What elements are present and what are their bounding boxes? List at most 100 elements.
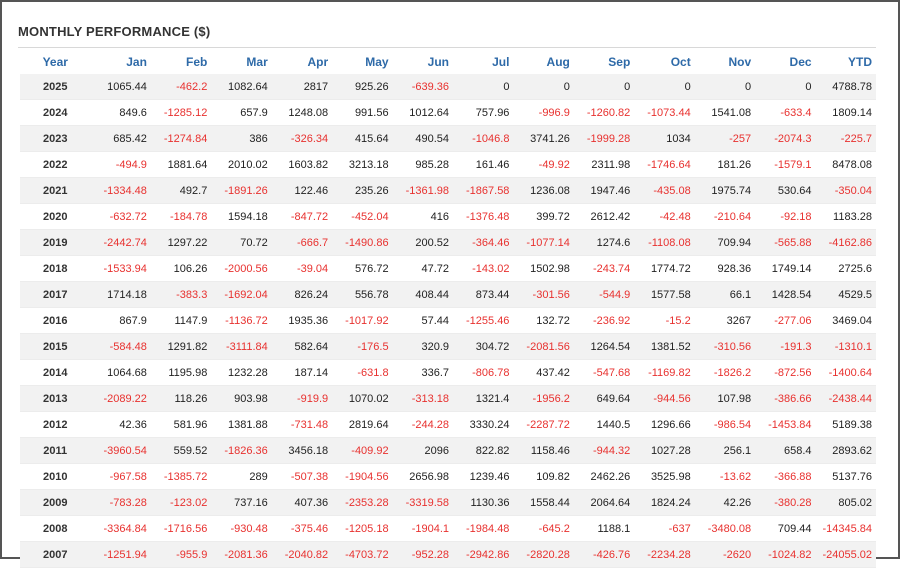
year-cell: 2010 [20, 463, 91, 490]
ytd-cell: 805.02 [815, 489, 876, 516]
value-cell: 1291.82 [150, 333, 212, 360]
value-cell: -1136.72 [211, 307, 272, 334]
value-cell: 2462.26 [573, 463, 635, 490]
value-cell: 1130.36 [453, 489, 514, 516]
value-cell: 2817 [271, 74, 333, 100]
value-cell: 1070.02 [332, 385, 393, 412]
value-cell: -955.9 [150, 541, 212, 568]
value-cell: -1692.04 [211, 281, 272, 308]
value-cell: 985.28 [392, 151, 454, 178]
value-cell: -143.02 [453, 255, 514, 282]
value-cell: -243.74 [573, 255, 635, 282]
value-cell: 256.1 [694, 437, 756, 464]
table-row: 2015 -584.48 1291.82 -3111.84 582.64 -176.5 32… [20, 333, 876, 360]
ytd-cell: 2725.6 [815, 255, 876, 282]
table-row: 2024 849.6 -1285.12 657.9 1248.08 991.56 1012.… [20, 99, 876, 126]
value-cell: 1147.9 [150, 307, 212, 334]
value-cell: -1385.72 [150, 463, 212, 490]
value-cell: -236.92 [573, 307, 635, 334]
value-cell: 1774.72 [634, 255, 695, 282]
value-cell: 0 [573, 74, 635, 100]
value-cell: -310.56 [694, 333, 756, 360]
value-cell: -944.32 [573, 437, 635, 464]
year-cell: 2012 [20, 411, 91, 438]
ytd-cell: 5137.76 [815, 463, 876, 490]
value-cell: 1232.28 [211, 359, 272, 386]
ytd-cell: 1183.28 [815, 203, 876, 230]
value-cell: 122.46 [271, 177, 333, 204]
column-header-nov: Nov [694, 50, 756, 74]
column-header-sep: Sep [573, 50, 635, 74]
value-cell: -1285.12 [150, 99, 212, 126]
value-cell: -313.18 [392, 385, 454, 412]
table-row: 2017 1714.18 -383.3 -1692.04 826.24 556.78 408… [20, 281, 876, 308]
value-cell: 657.9 [211, 99, 272, 126]
value-cell: -1746.64 [634, 151, 695, 178]
value-cell: -731.48 [271, 411, 333, 438]
ytd-cell: 8478.08 [815, 151, 876, 178]
value-cell: 1947.46 [573, 177, 635, 204]
column-header-aug: Aug [513, 50, 574, 74]
value-cell: -3319.58 [392, 489, 454, 516]
value-cell: -1716.56 [150, 515, 212, 542]
ytd-cell: -24055.02 [815, 541, 876, 568]
table-row: 2023 685.42 -1274.84 386 -326.34 415.64 490.54… [20, 125, 876, 152]
value-cell: -632.72 [90, 203, 151, 230]
value-cell: 1236.08 [513, 177, 574, 204]
column-header-jul: Jul [453, 50, 514, 74]
value-cell: -584.48 [90, 333, 151, 360]
year-cell: 2024 [20, 99, 91, 126]
value-cell: 70.72 [211, 229, 272, 256]
value-cell: -2000.56 [211, 255, 272, 282]
value-cell: -806.78 [453, 359, 514, 386]
ytd-cell: 4529.5 [815, 281, 876, 308]
value-cell: -257 [694, 125, 756, 152]
table-row: 2007 -1251.94 -955.9 -2081.36 -2040.82 -4703.… [20, 541, 876, 568]
value-cell: -967.58 [90, 463, 151, 490]
value-cell: -1017.92 [332, 307, 393, 334]
year-cell: 2007 [20, 541, 91, 568]
table-row: 2021 -1334.48 492.7 -1891.26 122.46 235.26 -13… [20, 177, 876, 204]
value-cell: 1195.98 [150, 359, 212, 386]
value-cell: -1376.48 [453, 203, 514, 230]
value-cell: 386 [211, 125, 272, 152]
table-row: 2010 -967.58 -1385.72 289 -507.38 -1904.56 265… [20, 463, 876, 490]
value-cell: 903.98 [211, 385, 272, 412]
value-cell: 336.7 [392, 359, 454, 386]
table-row: 2014 1064.68 1195.98 1232.28 187.14 -631.8 336… [20, 359, 876, 386]
value-cell: -375.46 [271, 515, 333, 542]
value-cell: -15.2 [634, 307, 695, 334]
value-cell: 1749.14 [755, 255, 816, 282]
value-cell: 1321.4 [453, 385, 514, 412]
value-cell: 709.94 [694, 229, 756, 256]
table-row: 2018 -1533.94 106.26 -2000.56 -39.04 576.72 47… [20, 255, 876, 282]
value-cell: -1826.2 [694, 359, 756, 386]
value-cell: 1541.08 [694, 99, 756, 126]
value-cell: 415.64 [332, 125, 393, 152]
value-cell: 304.72 [453, 333, 514, 360]
value-cell: -426.76 [573, 541, 635, 568]
value-cell: -2081.56 [513, 333, 574, 360]
value-cell: 1381.88 [211, 411, 272, 438]
value-cell: -631.8 [332, 359, 393, 386]
value-cell: 822.82 [453, 437, 514, 464]
value-cell: 1577.58 [634, 281, 695, 308]
value-cell: 1012.64 [392, 99, 454, 126]
table-row: 2012 42.36 581.96 1381.88 -731.48 2819.64 -244… [20, 411, 876, 438]
value-cell: 0 [694, 74, 756, 100]
value-cell: -191.3 [755, 333, 816, 360]
value-cell: 1502.98 [513, 255, 574, 282]
value-cell: -2287.72 [513, 411, 574, 438]
value-cell: -639.36 [392, 74, 454, 100]
year-cell: 2021 [20, 177, 91, 204]
year-cell: 2017 [20, 281, 91, 308]
value-cell: 709.44 [755, 515, 816, 542]
value-cell: 66.1 [694, 281, 756, 308]
value-cell: 1034 [634, 125, 695, 152]
value-cell: -13.62 [694, 463, 756, 490]
value-cell: -1361.98 [392, 177, 454, 204]
value-cell: 42.26 [694, 489, 756, 516]
value-cell: -244.28 [392, 411, 454, 438]
value-cell: 1603.82 [271, 151, 333, 178]
value-cell: -452.04 [332, 203, 393, 230]
